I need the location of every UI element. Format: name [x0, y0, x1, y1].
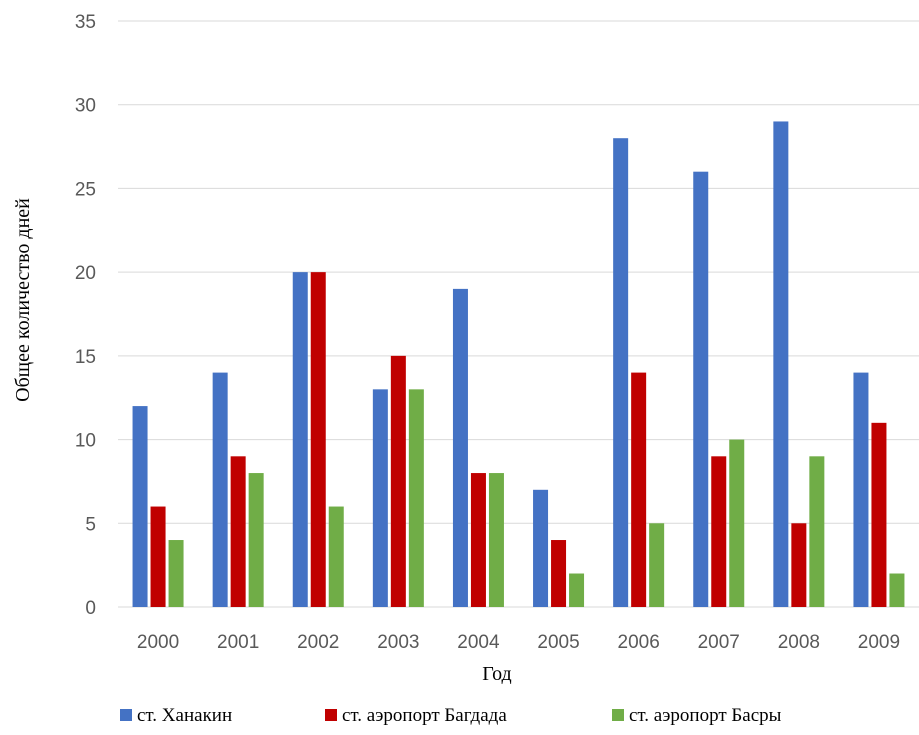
- legend-label-series-1: ст. Ханакин: [137, 705, 232, 726]
- x-tick-label: 2004: [457, 632, 500, 653]
- bar-2006-series-2: [631, 372, 647, 607]
- bar-2003-series-1: [372, 389, 388, 607]
- bar-2001-series-2: [230, 456, 246, 607]
- bar-2002-series-3: [328, 506, 344, 607]
- bar-2009-series-3: [889, 573, 905, 607]
- bar-2002-series-1: [292, 272, 308, 607]
- x-tick-label: 2000: [137, 632, 179, 653]
- legend-label-series-3: ст. аэропорт Басры: [629, 705, 782, 726]
- y-tick-label: 30: [75, 96, 96, 117]
- y-tick-label: 10: [75, 431, 96, 452]
- legend-swatch-series-3: [612, 709, 624, 721]
- bar-2004-series-1: [452, 288, 468, 607]
- x-axis-ticks: 2000 2001 2002 2003 2004 2005 2006 2007 2008 2009: [137, 632, 900, 653]
- bar-2003-series-3: [408, 389, 424, 607]
- x-tick-label: 2009: [858, 632, 900, 653]
- legend-swatch-series-2: [325, 709, 337, 721]
- bar-2004-series-3: [488, 473, 504, 607]
- bar-2008-series-2: [791, 523, 807, 607]
- bar-2007-series-3: [729, 439, 745, 607]
- x-axis-title: Год: [482, 663, 511, 685]
- bar-2000-series-3: [168, 540, 184, 607]
- bars: [132, 121, 905, 607]
- x-tick-label: 2008: [778, 632, 820, 653]
- x-tick-label: 2002: [297, 632, 339, 653]
- x-tick-label: 2001: [217, 632, 259, 653]
- y-tick-label: 15: [75, 347, 96, 368]
- bar-2006-series-1: [613, 138, 629, 607]
- y-tick-label: 25: [75, 179, 96, 200]
- bar-2008-series-1: [773, 121, 789, 607]
- legend-swatch-series-1: [120, 709, 132, 721]
- bar-2005-series-1: [533, 489, 549, 607]
- y-tick-label: 5: [85, 514, 96, 535]
- bar-2007-series-1: [693, 171, 709, 607]
- bar-2008-series-3: [809, 456, 825, 607]
- bar-2003-series-2: [390, 355, 406, 607]
- bar-2005-series-2: [551, 540, 567, 607]
- legend: ст. Ханакин ст. аэропорт Багдада ст. аэроп…: [120, 705, 782, 726]
- x-tick-label: 2006: [618, 632, 660, 653]
- bar-2007-series-2: [711, 456, 727, 607]
- y-axis-title: Общее количество дней: [12, 198, 34, 402]
- bar-2009-series-1: [853, 372, 869, 607]
- bar-2000-series-2: [150, 506, 166, 607]
- bar-2005-series-3: [569, 573, 585, 607]
- x-tick-label: 2003: [377, 632, 419, 653]
- bar-2009-series-2: [871, 422, 887, 607]
- y-tick-label: 35: [75, 12, 96, 33]
- x-tick-label: 2005: [537, 632, 579, 653]
- bar-2000-series-1: [132, 406, 148, 607]
- bar-2002-series-2: [310, 272, 326, 607]
- bar-2001-series-1: [212, 372, 228, 607]
- y-axis-ticks: 0 5 10 15 20 25 30 35: [75, 12, 96, 619]
- x-tick-label: 2007: [698, 632, 740, 653]
- bar-2004-series-2: [470, 473, 486, 607]
- bar-2001-series-3: [248, 473, 264, 607]
- y-tick-label: 20: [75, 263, 96, 284]
- bar-2006-series-3: [649, 523, 665, 607]
- legend-label-series-2: ст. аэропорт Багдада: [342, 705, 507, 726]
- y-tick-label: 0: [85, 598, 96, 619]
